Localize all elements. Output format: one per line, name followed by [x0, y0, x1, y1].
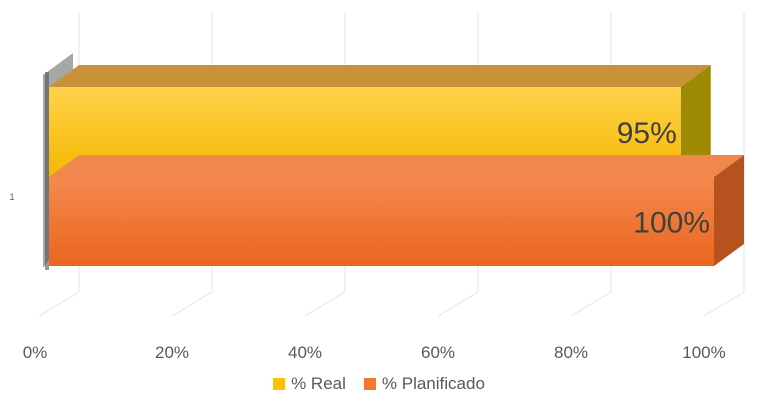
x-tick-label-1: 20% — [155, 343, 189, 362]
x-tick-label-2: 40% — [288, 343, 322, 362]
bars — [49, 65, 744, 266]
bar-top-1 — [49, 155, 744, 177]
legend-swatch-planificado — [363, 378, 376, 390]
floor-gridline-1 — [171, 291, 213, 317]
legend-label-planificado: % Planificado — [381, 374, 485, 393]
legend-item-real: % Real — [273, 374, 346, 394]
floor-gridline-3 — [437, 291, 479, 317]
floor-gridline-5 — [703, 291, 745, 317]
legend-label-real: % Real — [291, 374, 346, 393]
data-label-1: 100% — [633, 207, 710, 240]
legend-item-planificado: % Planificado — [363, 374, 485, 394]
category-axis: 1 — [9, 192, 14, 202]
bar-side-1 — [714, 155, 744, 266]
bar-side-0 — [680, 65, 711, 177]
x-tick-label-4: 80% — [554, 343, 588, 362]
category-label-0: 1 — [9, 192, 14, 202]
legend: % Real % Planificado — [0, 374, 758, 394]
data-label-0: 95% — [617, 117, 677, 150]
x-axis-ticks: 0% 20% 40% 60% 80% 100% — [23, 343, 726, 362]
bar-1 — [49, 177, 714, 266]
floor-gridline-4 — [570, 291, 612, 317]
x-tick-label-0: 0% — [23, 343, 48, 362]
floor-gridline-2 — [304, 291, 346, 317]
x-tick-label-3: 60% — [421, 343, 455, 362]
data-labels: 95% 100% — [617, 117, 710, 240]
legend-swatch-real — [273, 378, 286, 390]
floor-gridline-0 — [38, 291, 80, 317]
x-tick-label-5: 100% — [682, 343, 725, 362]
bar-top-0 — [49, 65, 711, 87]
